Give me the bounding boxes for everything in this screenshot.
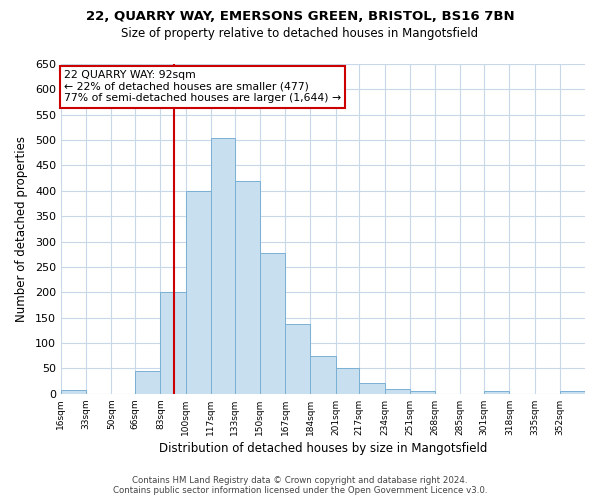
Bar	[61, 390, 86, 394]
Bar	[285, 324, 310, 394]
Text: 22, QUARRY WAY, EMERSONS GREEN, BRISTOL, BS16 7BN: 22, QUARRY WAY, EMERSONS GREEN, BRISTOL,…	[86, 10, 514, 23]
Bar	[135, 371, 160, 394]
Bar	[160, 292, 185, 394]
Bar	[359, 382, 385, 394]
Bar	[335, 368, 359, 394]
Text: Contains HM Land Registry data © Crown copyright and database right 2024.
Contai: Contains HM Land Registry data © Crown c…	[113, 476, 487, 495]
Bar	[310, 356, 335, 394]
Bar	[211, 138, 235, 394]
Bar	[235, 180, 260, 394]
Bar	[410, 392, 435, 394]
Bar	[560, 392, 585, 394]
Bar	[484, 392, 509, 394]
Text: 22 QUARRY WAY: 92sqm
← 22% of detached houses are smaller (477)
77% of semi-deta: 22 QUARRY WAY: 92sqm ← 22% of detached h…	[64, 70, 341, 103]
Bar	[260, 253, 285, 394]
Bar	[385, 388, 410, 394]
X-axis label: Distribution of detached houses by size in Mangotsfield: Distribution of detached houses by size …	[159, 442, 487, 455]
Text: Size of property relative to detached houses in Mangotsfield: Size of property relative to detached ho…	[121, 28, 479, 40]
Y-axis label: Number of detached properties: Number of detached properties	[15, 136, 28, 322]
Bar	[185, 191, 211, 394]
